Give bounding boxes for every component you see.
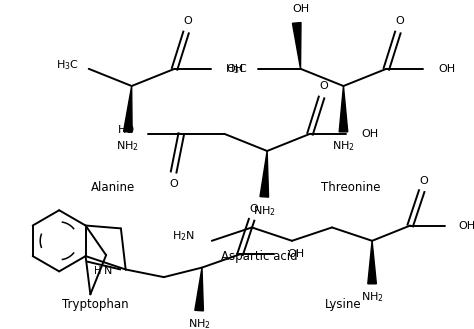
Polygon shape: [124, 86, 132, 132]
Text: Threonine: Threonine: [321, 181, 381, 194]
Text: OH: OH: [458, 220, 474, 231]
Polygon shape: [292, 23, 301, 69]
Text: H: H: [94, 266, 101, 276]
Text: O: O: [395, 16, 404, 26]
Text: $\mathsf{H_3C}$: $\mathsf{H_3C}$: [225, 62, 248, 76]
Text: N: N: [104, 266, 112, 276]
Text: HO: HO: [118, 125, 135, 135]
Text: Lysine: Lysine: [325, 298, 362, 311]
Text: OH: OH: [362, 129, 379, 139]
Text: $\mathsf{H_3C}$: $\mathsf{H_3C}$: [56, 58, 79, 72]
Text: $\mathsf{H_2N}$: $\mathsf{H_2N}$: [172, 229, 195, 243]
Text: $\mathsf{NH_2}$: $\mathsf{NH_2}$: [117, 139, 139, 153]
Text: $\mathsf{NH_2}$: $\mathsf{NH_2}$: [361, 290, 383, 304]
Text: Alanine: Alanine: [91, 181, 135, 194]
Text: Aspartic acid: Aspartic acid: [221, 250, 298, 263]
Text: O: O: [319, 81, 328, 91]
Polygon shape: [195, 267, 203, 311]
Text: $\mathsf{NH_2}$: $\mathsf{NH_2}$: [253, 204, 276, 218]
Text: $\mathsf{NH_2}$: $\mathsf{NH_2}$: [188, 317, 210, 329]
Polygon shape: [368, 241, 376, 284]
Polygon shape: [339, 86, 348, 132]
Text: O: O: [249, 204, 258, 214]
Text: OH: OH: [438, 64, 455, 74]
Text: OH: OH: [288, 249, 305, 259]
Text: O: O: [183, 16, 192, 26]
Text: O: O: [169, 179, 178, 190]
Text: OH: OH: [292, 4, 309, 13]
Text: OH: OH: [226, 64, 243, 74]
Text: Tryptophan: Tryptophan: [62, 298, 129, 311]
Text: O: O: [419, 176, 428, 186]
Text: $\mathsf{NH_2}$: $\mathsf{NH_2}$: [332, 139, 355, 153]
Polygon shape: [260, 151, 269, 197]
